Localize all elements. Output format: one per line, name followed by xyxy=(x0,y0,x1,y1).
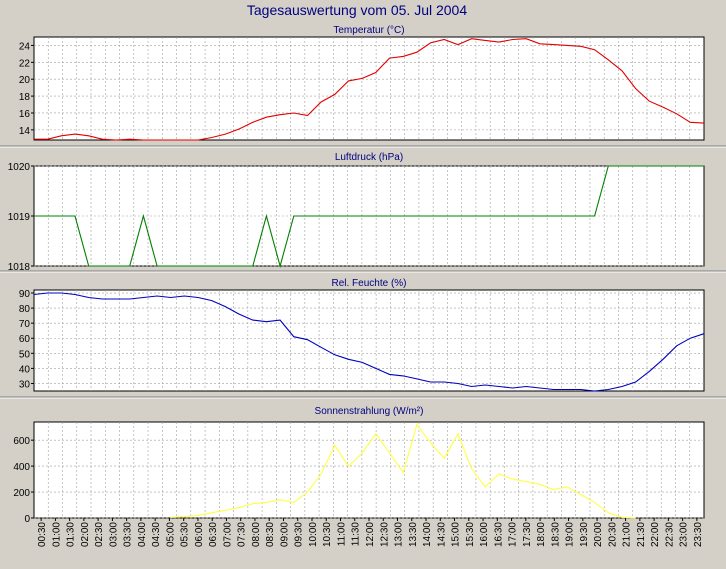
x-tick-label: 23:30 xyxy=(693,522,704,547)
x-tick-label: 11:00 xyxy=(336,522,347,547)
x-tick-label: 08:30 xyxy=(265,522,276,547)
x-tick-label: 04:00 xyxy=(137,522,148,547)
chart-3-plot-area xyxy=(33,289,705,392)
x-tick-label: 18:30 xyxy=(550,522,561,547)
chart-2-ytick-label: 1019 xyxy=(8,212,31,223)
chart-1-ytick-label: 24 xyxy=(19,41,31,52)
x-tick-label: 07:00 xyxy=(222,522,233,547)
x-tick-label: 02:00 xyxy=(80,522,91,547)
chart-3-ytick-label: 50 xyxy=(19,349,31,360)
chart-1-ytick-label: 14 xyxy=(19,126,31,137)
chart-4-series-line xyxy=(170,423,636,519)
x-tick-label: 08:00 xyxy=(251,522,262,547)
x-tick-label: 00:30 xyxy=(37,522,48,547)
chart-4-ytick-label: 0 xyxy=(24,514,30,525)
x-tick-label: 09:30 xyxy=(294,522,305,547)
x-tick-label: 01:30 xyxy=(66,522,77,547)
chart-2-series-line xyxy=(34,165,704,269)
x-tick-label: 15:30 xyxy=(465,522,476,547)
x-tick-label: 02:30 xyxy=(94,522,105,547)
x-tick-label: 01:00 xyxy=(51,522,62,547)
x-tick-label: 05:00 xyxy=(165,522,176,547)
x-tick-label: 22:00 xyxy=(650,522,661,547)
chart-3-series-line xyxy=(33,292,705,392)
chart-1-ytick-label: 16 xyxy=(19,109,31,120)
x-tick-label: 21:30 xyxy=(636,522,647,547)
x-tick-label: 07:30 xyxy=(237,522,248,547)
chart-3-ytick-label: 30 xyxy=(19,379,31,390)
chart-4-plot-area xyxy=(33,421,705,519)
x-tick-label: 03:00 xyxy=(108,522,119,547)
chart-1-ytick-label: 18 xyxy=(19,92,31,103)
x-tick-label: 20:00 xyxy=(593,522,604,547)
chart-2-ytick-label: 1018 xyxy=(8,262,31,273)
x-tick-label: 20:30 xyxy=(607,522,618,547)
x-tick-label: 11:30 xyxy=(351,522,362,547)
x-tick-label: 12:00 xyxy=(365,522,376,547)
chart-1-ytick-label: 22 xyxy=(19,58,31,69)
x-tick-label: 03:30 xyxy=(123,522,134,547)
chart-3-ytick-label: 80 xyxy=(19,304,31,315)
x-tick-label: 10:30 xyxy=(322,522,333,547)
x-tick-label: 18:00 xyxy=(536,522,547,547)
x-tick-label: 19:00 xyxy=(565,522,576,547)
chart-4-title: Sonnenstrahlung (W/m²) xyxy=(315,406,424,417)
x-tick-label: 22:30 xyxy=(664,522,675,547)
x-tick-label: 17:00 xyxy=(508,522,519,547)
chart-3-ytick-label: 40 xyxy=(19,364,31,375)
report-title: Tagesauswertung vom 05. Jul 2004 xyxy=(247,2,467,18)
x-tick-label: 15:00 xyxy=(451,522,462,547)
x-tick-label: 13:30 xyxy=(408,522,419,547)
x-tick-label: 06:00 xyxy=(194,522,205,547)
x-tick-label: 16:00 xyxy=(479,522,490,547)
chart-4-ytick-label: 400 xyxy=(13,462,30,473)
x-tick-label: 06:30 xyxy=(208,522,219,547)
x-tick-label: 10:00 xyxy=(308,522,319,547)
x-tick-label: 19:30 xyxy=(579,522,590,547)
x-tick-label: 21:00 xyxy=(622,522,633,547)
chart-3-ytick-label: 70 xyxy=(19,319,31,330)
chart-3-ytick-label: 90 xyxy=(19,289,31,300)
x-tick-label: 23:00 xyxy=(679,522,690,547)
chart-1-ytick-label: 20 xyxy=(19,75,31,86)
x-tick-label: 05:30 xyxy=(180,522,191,547)
chart-1-plot-area xyxy=(33,36,705,141)
x-tick-label: 13:00 xyxy=(394,522,405,547)
x-tick-label: 04:30 xyxy=(151,522,162,547)
x-tick-label: 12:30 xyxy=(379,522,390,547)
x-tick-label: 17:30 xyxy=(522,522,533,547)
chart-2-title: Luftdruck (hPa) xyxy=(335,152,403,163)
chart-1-series-line xyxy=(34,38,705,141)
chart-3-ytick-label: 60 xyxy=(19,334,31,345)
x-tick-label: 09:00 xyxy=(279,522,290,547)
chart-1-title: Temperatur (°C) xyxy=(333,25,404,36)
x-tick-label: 14:30 xyxy=(436,522,447,547)
chart-2-ytick-label: 1020 xyxy=(8,162,31,173)
x-tick-label: 14:00 xyxy=(422,522,433,547)
chart-3-title: Rel. Feuchte (%) xyxy=(331,278,406,289)
x-tick-label: 16:30 xyxy=(493,522,504,547)
chart-4-ytick-label: 600 xyxy=(13,436,30,447)
chart-4-ytick-label: 200 xyxy=(13,488,30,499)
